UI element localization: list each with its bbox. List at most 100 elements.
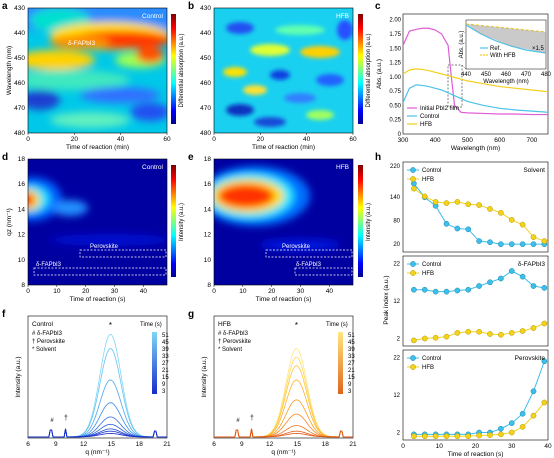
- panel-h-point: [421, 335, 428, 342]
- panel-h-point: [530, 241, 537, 248]
- panel-h-legend-marker: [410, 270, 416, 276]
- panel-h-point: [465, 201, 472, 208]
- panel-c-inset-shade: [466, 24, 546, 53]
- panel-h-legend-item: HFB: [422, 271, 434, 277]
- panel-h-point: [465, 433, 472, 440]
- panel-h-tag: Solvent: [523, 167, 545, 174]
- panel-h-point: [454, 199, 461, 205]
- panel-d-delta-box: [33, 267, 167, 276]
- panel-h-series-Control: [413, 183, 545, 245]
- panel-h-legend-marker: [410, 355, 416, 361]
- panel-h-ytick: 2: [397, 337, 401, 343]
- panel_d-xtick: 40: [140, 288, 148, 295]
- panel-h-point: [421, 433, 428, 440]
- panel_a-ytick: 430: [14, 5, 25, 12]
- panel-h-point: [508, 217, 515, 223]
- panel-label-a: a: [2, 1, 8, 12]
- panel-h-point: [421, 193, 428, 200]
- panel_f-spectrum-45: [28, 348, 168, 438]
- panel-h-point: [541, 238, 548, 244]
- panel_f-xtick: 15: [108, 441, 116, 448]
- panel_d-ytick: 16: [18, 181, 26, 188]
- panel-label-b: b: [188, 1, 195, 12]
- panel-c-xtick: 400: [430, 137, 441, 144]
- panel_g-ylabel: Intensity (a.u.): [201, 356, 208, 397]
- panel_f-mark-star: *: [109, 321, 112, 330]
- panel-e-colorbar: [358, 165, 363, 277]
- panel-h-point: [443, 200, 450, 206]
- panel-h-point: [508, 330, 515, 336]
- panel-h-ytick: 22: [393, 262, 400, 268]
- panel-c-inset-xtick: 470: [521, 72, 532, 78]
- panel-h-point: [411, 286, 417, 293]
- panel_d-ytick: 18: [18, 156, 26, 163]
- panel_b-tag: HFB: [336, 13, 349, 20]
- panel_g-spectrum-51: [214, 348, 354, 438]
- panel-h-legend-marker: [410, 176, 416, 182]
- panel_g-time-label: 27: [348, 361, 355, 367]
- panel-h-point: [541, 358, 548, 365]
- panel-c-ytick: 0: [398, 132, 402, 138]
- panel_e-ytick: 16: [204, 181, 212, 188]
- panel-h-point: [443, 433, 450, 440]
- panel-h-point: [454, 330, 461, 336]
- panel-h-point: [411, 185, 417, 192]
- panel-h-point: [508, 268, 515, 274]
- panel_d-ytick: 12: [18, 232, 26, 239]
- panel-c-inset-annotation: ×1.5: [532, 46, 545, 52]
- panel_g-legend-title: Time (s): [326, 322, 348, 328]
- panel_f-key-item: # δ-FAPbI3: [32, 331, 63, 337]
- panel-h-solvent-frame: [402, 161, 549, 253]
- panel_b-ytick: 460: [200, 80, 211, 87]
- panel_g-mark-star: *: [295, 321, 298, 330]
- panel-h-ytick: 140: [390, 195, 401, 201]
- panel-c-inset-xlabel: Wavelength (nm): [483, 79, 528, 85]
- panel_g-time-label: 21: [348, 368, 355, 374]
- panel_g-spectrum-21: [214, 413, 353, 438]
- panel_f-xtick: 6: [26, 441, 30, 448]
- panel-h-point: [541, 320, 548, 327]
- panel-g-time-colorbar: [338, 332, 343, 394]
- panel_g-time-label: 45: [348, 340, 355, 346]
- panel-c-legend-item: Control: [420, 114, 439, 120]
- panel_g-time-label: 33: [348, 354, 355, 360]
- panel_b-xtick: 20: [257, 136, 265, 143]
- panel-h-legend-marker: [410, 364, 416, 370]
- panel-h-legend-marker: [410, 261, 416, 267]
- panel_f-time-label: 3: [162, 389, 166, 395]
- panel_b-ytick: 440: [200, 30, 211, 37]
- panel_f-time-label: 9: [162, 382, 166, 388]
- panel-h-point: [476, 238, 482, 244]
- panel-c-legend-item: HFB: [420, 122, 432, 128]
- panel_e-ytick: 12: [204, 232, 212, 239]
- panel-h-point: [487, 331, 493, 337]
- panel-e-delta-label: δ-FAPbI3: [296, 262, 322, 268]
- panel_b-ytick: 450: [200, 55, 211, 62]
- panel-c-xtick: 300: [398, 137, 409, 144]
- panel-h-point: [465, 328, 472, 335]
- panel-h-point: [454, 225, 461, 232]
- panel_d-ytick: 14: [18, 206, 26, 213]
- panel-h-point: [519, 410, 526, 417]
- panel_a-xtick: 60: [163, 136, 171, 143]
- panel-c-inset-xtick: 480: [541, 72, 552, 78]
- panel-d-colorbar: [171, 165, 176, 277]
- panel-c-xtick: 600: [494, 137, 505, 144]
- panel-label-h: h: [375, 152, 382, 163]
- panel-h-point: [411, 433, 417, 440]
- panel-h-ytick: 20: [393, 242, 400, 248]
- panel-e-perovskite-box: [265, 249, 353, 258]
- panel-a-colorbar: [171, 14, 176, 124]
- panel-h-xtick: 0: [401, 443, 405, 450]
- panel_g-time-label: 51: [348, 333, 355, 339]
- panel-h-point: [519, 241, 526, 248]
- panel_b-xtick: 40: [303, 136, 311, 143]
- panel-h-tag: δ-FAPbI3: [518, 261, 545, 268]
- panel_a-tag: Control: [142, 13, 164, 20]
- panel_f-xtick: 9: [54, 441, 58, 448]
- panel-c-inset-legend-item: With HFB: [490, 53, 516, 59]
- panel-c-ytick: 1.25: [389, 61, 401, 67]
- panel-h-point: [411, 337, 417, 344]
- panel_e-ytick: 18: [204, 156, 212, 163]
- panel-e-perovskite-label: Perovskite: [282, 244, 311, 250]
